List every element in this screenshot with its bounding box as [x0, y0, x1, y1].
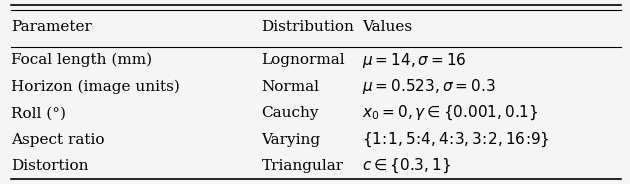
Text: Lognormal: Lognormal: [261, 53, 345, 67]
Text: Varying: Varying: [261, 133, 321, 147]
Text: Triangular: Triangular: [261, 159, 343, 173]
Text: Cauchy: Cauchy: [261, 106, 319, 120]
Text: $\{1\!:\!1, 5\!:\!4, 4\!:\!3, 3\!:\!2, 16\!:\!9\}$: $\{1\!:\!1, 5\!:\!4, 4\!:\!3, 3\!:\!2, 1…: [362, 130, 549, 149]
Text: Focal length (mm): Focal length (mm): [11, 53, 152, 67]
Text: $c \in \{0.3, 1\}$: $c \in \{0.3, 1\}$: [362, 157, 451, 175]
Text: $\mu = 14, \sigma = 16$: $\mu = 14, \sigma = 16$: [362, 51, 467, 70]
Text: Distribution: Distribution: [261, 20, 354, 34]
Text: $\mu = 0.523, \sigma = 0.3$: $\mu = 0.523, \sigma = 0.3$: [362, 77, 496, 96]
Text: Parameter: Parameter: [11, 20, 92, 34]
Text: Normal: Normal: [261, 80, 319, 94]
Text: $x_0 = 0, \gamma \in \{0.001, 0.1\}$: $x_0 = 0, \gamma \in \{0.001, 0.1\}$: [362, 104, 539, 122]
Text: Aspect ratio: Aspect ratio: [11, 133, 105, 147]
Text: Distortion: Distortion: [11, 159, 89, 173]
Text: Values: Values: [362, 20, 413, 34]
Text: Horizon (image units): Horizon (image units): [11, 79, 180, 94]
Text: Roll (°): Roll (°): [11, 106, 66, 120]
